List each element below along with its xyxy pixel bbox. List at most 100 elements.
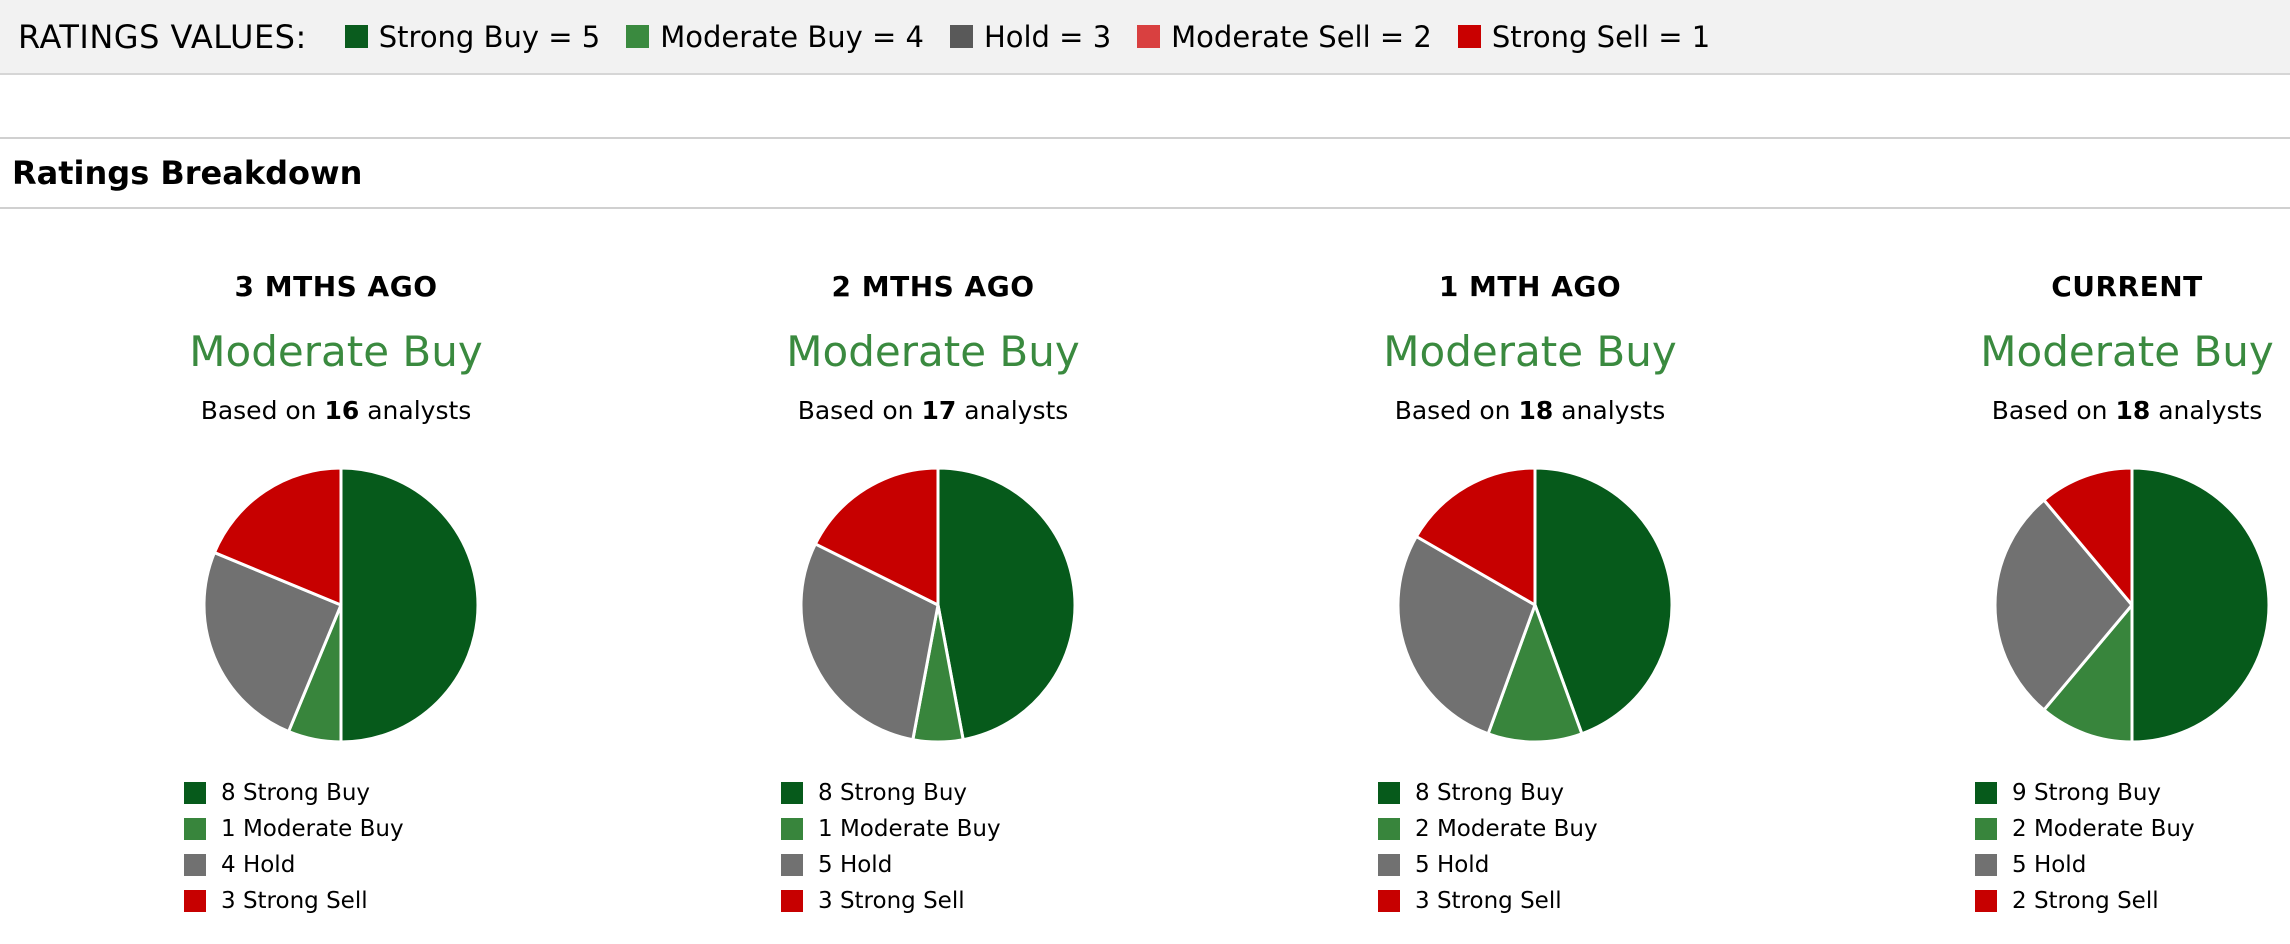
moderate-buy-swatch xyxy=(626,25,650,48)
slice-legend-item: 5 Hold xyxy=(1378,847,1598,883)
consensus-rating: Moderate Buy xyxy=(189,327,483,376)
ratings-pie-chart xyxy=(1993,466,2271,744)
pie-slice-strong-sell xyxy=(1414,466,1537,607)
pie-slice-strong-buy xyxy=(2130,466,2271,744)
ratings-panel-1-mth-ago: 1 MTH AGO Moderate Buy Based on 18 analy… xyxy=(1270,270,1790,914)
slice-legend-label: 3 Strong Sell xyxy=(1415,888,1562,914)
slice-legend-label: 3 Strong Sell xyxy=(818,888,965,914)
hold-swatch xyxy=(949,25,973,48)
pie-slice-strong-buy xyxy=(1533,466,1674,736)
analyst-count: 18 xyxy=(1518,396,1554,425)
legend-moderate-buy: Moderate Buy = 4 xyxy=(626,20,924,54)
pie-slice-strong-sell xyxy=(212,466,343,607)
based-suffix: analysts xyxy=(2150,396,2263,425)
ratings-panel-2-mths-ago: 2 MTHS AGO Moderate Buy Based on 17 anal… xyxy=(673,270,1193,914)
slice-legend-item: 1 Moderate Buy xyxy=(781,811,1001,847)
slice-legend-item: 2 Moderate Buy xyxy=(1378,811,1598,847)
slice-legend-item: 9 Strong Buy xyxy=(1975,775,2195,811)
legend-strong-sell-label: Strong Sell = 1 xyxy=(1491,19,1711,54)
period-title: 1 MTH AGO xyxy=(1438,270,1622,303)
analyst-count-text: Based on 16 analysts xyxy=(76,396,596,425)
slice-legend-label: 1 Moderate Buy xyxy=(818,816,1001,842)
slice-legend-label: 9 Strong Buy xyxy=(2012,780,2162,806)
slice-legend-label: 2 Moderate Buy xyxy=(2012,816,2195,842)
slice-swatch xyxy=(1975,854,1997,876)
ratings-panel-3-mths-ago: 3 MTHS AGO Moderate Buy Based on 16 anal… xyxy=(76,270,596,914)
slice-legend-item: 4 Hold xyxy=(184,847,404,883)
pie-slice-strong-buy xyxy=(339,466,480,744)
slice-legend-label: 4 Hold xyxy=(221,852,296,878)
analyst-count: 16 xyxy=(324,396,360,425)
based-prefix: Based on xyxy=(200,396,325,425)
slice-legend-label: 5 Hold xyxy=(2012,852,2087,878)
slice-swatch xyxy=(1975,782,1997,804)
based-suffix: analysts xyxy=(359,396,472,425)
slice-legend-label: 8 Strong Buy xyxy=(221,780,371,806)
based-suffix: analysts xyxy=(1553,396,1666,425)
period-title: 3 MTHS AGO xyxy=(234,270,438,303)
slice-legend-label: 1 Moderate Buy xyxy=(221,816,404,842)
legend-strong-sell: Strong Sell = 1 xyxy=(1457,19,1711,54)
slice-legend-item: 3 Strong Sell xyxy=(1378,883,1598,919)
slice-legend-label: 3 Strong Sell xyxy=(221,888,368,914)
slice-legend-item: 2 Moderate Buy xyxy=(1975,811,2195,847)
period-title: CURRENT xyxy=(2051,270,2203,303)
based-prefix: Based on xyxy=(1394,396,1519,425)
slice-legend-item: 3 Strong Sell xyxy=(184,883,404,919)
slice-swatch xyxy=(184,818,206,840)
slice-legend-label: 8 Strong Buy xyxy=(1415,780,1565,806)
slice-legend-item: 2 Strong Sell xyxy=(1975,883,2195,919)
ratings-values-title: RATINGS VALUES: xyxy=(18,17,307,56)
slice-swatch xyxy=(1975,818,1997,840)
period-title: 2 MTHS AGO xyxy=(831,270,1035,303)
slice-swatch xyxy=(184,782,206,804)
pie-slice-strong-sell xyxy=(813,466,940,607)
slice-legend: 9 Strong Buy 2 Moderate Buy 5 Hold 2 Str… xyxy=(1975,775,2195,919)
consensus-rating: Moderate Buy xyxy=(1980,327,2274,376)
moderate-sell-swatch xyxy=(1137,25,1161,48)
slice-swatch xyxy=(184,854,206,876)
slice-swatch xyxy=(1378,782,1400,804)
pie-slice-moderate-buy xyxy=(2042,603,2134,744)
slice-swatch xyxy=(781,818,803,840)
slice-swatch xyxy=(1975,890,1997,912)
consensus-rating: Moderate Buy xyxy=(786,327,1080,376)
slice-legend-item: 1 Moderate Buy xyxy=(184,811,404,847)
analyst-count: 18 xyxy=(2115,396,2151,425)
legend-moderate-sell: Moderate Sell = 2 xyxy=(1137,20,1432,54)
slice-legend-label: 2 Strong Sell xyxy=(2012,888,2159,914)
strong-buy-swatch xyxy=(344,25,368,48)
slice-swatch xyxy=(1378,890,1400,912)
pie-slice-hold xyxy=(202,551,343,734)
ratings-panel-current: CURRENT Moderate Buy Based on 18 analyst… xyxy=(1867,270,2290,914)
analyst-count: 17 xyxy=(921,396,957,425)
slice-legend: 8 Strong Buy 2 Moderate Buy 5 Hold 3 Str… xyxy=(1378,775,1598,919)
slice-legend-item: 8 Strong Buy xyxy=(781,775,1001,811)
slice-swatch xyxy=(184,890,206,912)
section-divider-top xyxy=(0,137,2290,139)
legend-strong-buy: Strong Buy = 5 xyxy=(344,19,601,54)
analyst-count-text: Based on 18 analysts xyxy=(1270,396,1790,425)
pie-slice-strong-sell xyxy=(2042,466,2134,607)
pie-slice-hold xyxy=(799,542,940,742)
slice-legend-label: 5 Hold xyxy=(818,852,893,878)
legend-moderate-buy-label: Moderate Buy = 4 xyxy=(660,19,924,54)
slice-legend: 8 Strong Buy 1 Moderate Buy 5 Hold 3 Str… xyxy=(781,775,1001,919)
analyst-count-text: Based on 18 analysts xyxy=(1867,396,2290,425)
legend-hold-label: Hold = 3 xyxy=(983,19,1112,54)
slice-swatch xyxy=(1378,854,1400,876)
ratings-pie-chart xyxy=(1396,466,1674,744)
slice-legend-label: 5 Hold xyxy=(1415,852,1490,878)
legend-strong-buy-label: Strong Buy = 5 xyxy=(378,19,601,54)
slice-swatch xyxy=(781,854,803,876)
based-prefix: Based on xyxy=(797,396,922,425)
pie-slice-moderate-buy xyxy=(1486,603,1584,744)
pie-slice-hold xyxy=(1993,498,2134,712)
legend-moderate-sell-label: Moderate Sell = 2 xyxy=(1171,19,1432,54)
slice-legend-item: 8 Strong Buy xyxy=(184,775,404,811)
based-prefix: Based on xyxy=(1991,396,2116,425)
slice-legend-item: 3 Strong Sell xyxy=(781,883,1001,919)
pie-slice-strong-buy xyxy=(936,466,1077,742)
slice-legend-item: 8 Strong Buy xyxy=(1378,775,1598,811)
slice-swatch xyxy=(1378,818,1400,840)
